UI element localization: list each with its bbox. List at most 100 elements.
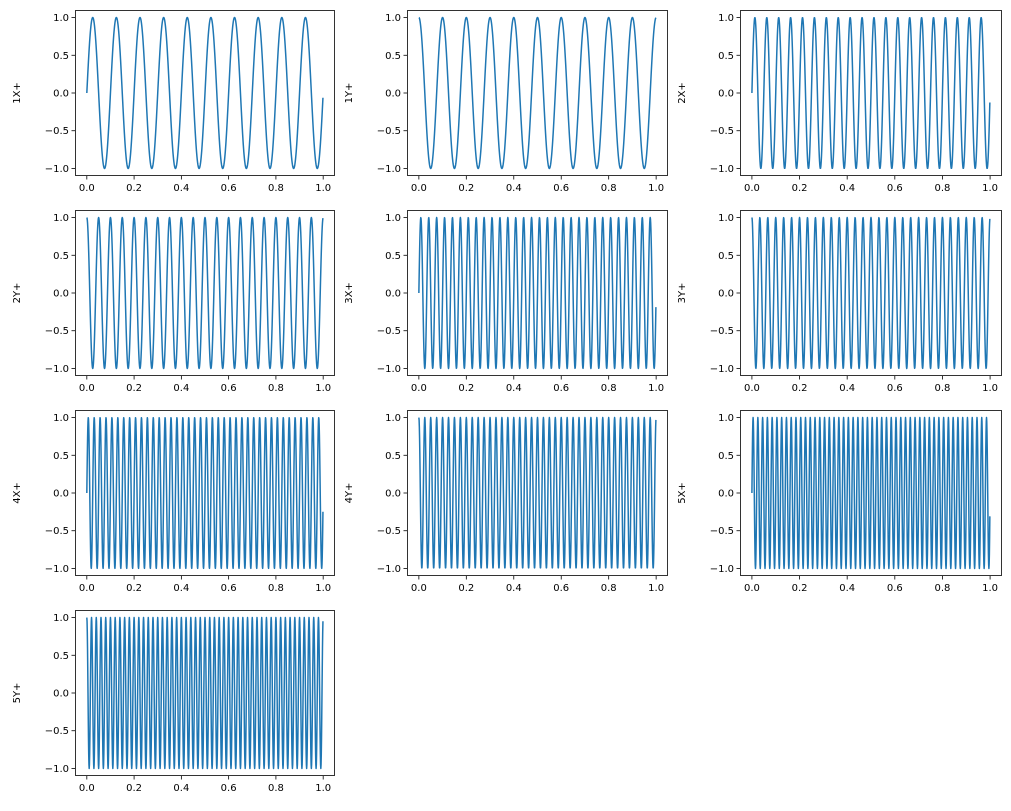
subplot-3x-plus: 0.0 0.2 0.4 0.6 0.8 1.0 −1.0 −0.5 0.0 0.5 1.0 3X+ [344, 210, 668, 394]
x-tick-label: 0.6 [887, 583, 903, 594]
y-tick-label: 0.5 [53, 251, 69, 262]
x-tick-label: 0.6 [221, 583, 237, 594]
x-tick-label: 0.0 [411, 183, 427, 194]
y-tick-label: 1.0 [385, 213, 401, 224]
x-tick-label: 0.4 [173, 583, 189, 594]
y-tick-label: 0.0 [385, 89, 401, 100]
x-tick-label: 0.2 [126, 583, 142, 594]
subplot-2x-plus: 0.0 0.2 0.4 0.6 0.8 1.0 −1.0 −0.5 0.0 0.5 1.0 2X+ [677, 10, 1002, 194]
x-tick-label: 0.0 [79, 383, 95, 394]
y-tick-label: 0.5 [385, 451, 401, 462]
subplot-4y-plus: 0.0 0.2 0.4 0.6 0.8 1.0 −1.0 −0.5 0.0 0.5 1.0 4Y+ [344, 410, 668, 594]
y-axis-label: 5Y+ [12, 683, 23, 704]
y-tick-label: 0.5 [53, 51, 69, 62]
x-tick-label: 0.0 [79, 583, 95, 594]
x-tick-label: 0.8 [268, 783, 284, 794]
x-tick-label: 0.8 [268, 183, 284, 194]
x-tick-label: 1.0 [982, 583, 998, 594]
x-tick-label: 0.4 [173, 783, 189, 794]
y-tick-label: −0.5 [45, 126, 69, 137]
y-tick-label: 0.0 [718, 289, 734, 300]
subplot-2y-plus: 0.0 0.2 0.4 0.6 0.8 1.0 −1.0 −0.5 0.0 0.5 1.0 2Y+ [12, 210, 335, 394]
x-tick-label: 0.0 [79, 783, 95, 794]
x-tick-label: 0.2 [458, 383, 474, 394]
y-tick-label: 1.0 [53, 213, 69, 224]
x-tick-label: 0.0 [744, 183, 760, 194]
x-tick-label: 1.0 [982, 183, 998, 194]
x-tick-label: 0.0 [744, 383, 760, 394]
x-tick-label: 0.0 [79, 183, 95, 194]
y-tick-label: 1.0 [718, 13, 734, 24]
x-tick-label: 0.4 [839, 383, 855, 394]
x-tick-label: 0.6 [553, 383, 569, 394]
axes-frame [740, 410, 1002, 576]
x-tick-label: 0.8 [601, 183, 617, 194]
y-tick-label: 0.5 [53, 651, 69, 662]
y-tick-label: −0.5 [45, 726, 69, 737]
y-tick-label: −1.0 [45, 764, 69, 775]
x-tick-label: 0.8 [601, 383, 617, 394]
y-axis-label: 1Y+ [344, 83, 355, 104]
x-tick-label: 1.0 [648, 183, 664, 194]
y-tick-label: 1.0 [53, 413, 69, 424]
x-tick-label: 0.2 [458, 183, 474, 194]
y-tick-label: 1.0 [53, 613, 69, 624]
x-tick-label: 0.2 [126, 383, 142, 394]
x-tick-label: 0.8 [935, 183, 951, 194]
y-tick-label: 0.5 [385, 51, 401, 62]
subplot-1y-plus: 0.0 0.2 0.4 0.6 0.8 1.0 −1.0 −0.5 0.0 0.5 1.0 1Y+ [344, 10, 668, 194]
y-tick-label: 0.0 [385, 289, 401, 300]
x-tick-label: 0.0 [744, 583, 760, 594]
y-tick-label: 0.0 [53, 89, 69, 100]
y-tick-label: −0.5 [377, 126, 401, 137]
y-axis-label: 4X+ [12, 482, 23, 504]
x-tick-label: 0.6 [553, 183, 569, 194]
x-tick-label: 0.2 [792, 383, 808, 394]
y-tick-label: 0.0 [718, 489, 734, 500]
x-tick-label: 0.6 [887, 383, 903, 394]
y-tick-label: 0.5 [385, 251, 401, 262]
axes-frame [75, 610, 335, 776]
y-tick-label: −1.0 [45, 564, 69, 575]
x-tick-label: 0.6 [221, 183, 237, 194]
y-tick-label: 0.5 [718, 451, 734, 462]
x-tick-label: 1.0 [648, 383, 664, 394]
y-tick-label: 1.0 [718, 413, 734, 424]
y-tick-label: 1.0 [385, 13, 401, 24]
x-tick-label: 0.4 [506, 183, 522, 194]
x-tick-label: 0.8 [268, 383, 284, 394]
x-tick-label: 0.4 [506, 383, 522, 394]
y-tick-label: 0.0 [53, 289, 69, 300]
x-tick-label: 0.6 [221, 783, 237, 794]
y-tick-label: −0.5 [710, 526, 734, 537]
y-tick-label: −0.5 [45, 326, 69, 337]
data-line [751, 416, 991, 570]
subplot-4x-plus: 0.0 0.2 0.4 0.6 0.8 1.0 −1.0 −0.5 0.0 0.5 1.0 4X+ [12, 410, 335, 594]
x-tick-label: 0.2 [458, 583, 474, 594]
x-tick-label: 0.0 [411, 383, 427, 394]
axes-frame [75, 410, 335, 576]
x-tick-label: 0.6 [887, 183, 903, 194]
x-tick-label: 0.2 [792, 183, 808, 194]
y-tick-label: −1.0 [710, 364, 734, 375]
data-line [418, 16, 657, 170]
y-tick-label: −1.0 [45, 364, 69, 375]
y-tick-label: −0.5 [710, 126, 734, 137]
y-axis-label: 3Y+ [677, 283, 688, 304]
x-tick-label: 0.4 [839, 183, 855, 194]
x-tick-label: 0.8 [935, 583, 951, 594]
data-line [418, 216, 657, 370]
y-tick-label: 0.5 [718, 251, 734, 262]
y-tick-label: −1.0 [45, 164, 69, 175]
y-tick-label: −0.5 [45, 526, 69, 537]
axes-frame [75, 210, 335, 376]
x-tick-label: 0.2 [126, 783, 142, 794]
subplot-3y-plus: 0.0 0.2 0.4 0.6 0.8 1.0 −1.0 −0.5 0.0 0.5 1.0 3Y+ [677, 210, 1002, 394]
data-line [86, 416, 324, 570]
y-tick-label: 0.0 [53, 489, 69, 500]
y-axis-label: 1X+ [12, 82, 23, 104]
axes-frame [740, 10, 1002, 176]
x-tick-label: 0.2 [792, 583, 808, 594]
y-tick-label: −0.5 [377, 326, 401, 337]
